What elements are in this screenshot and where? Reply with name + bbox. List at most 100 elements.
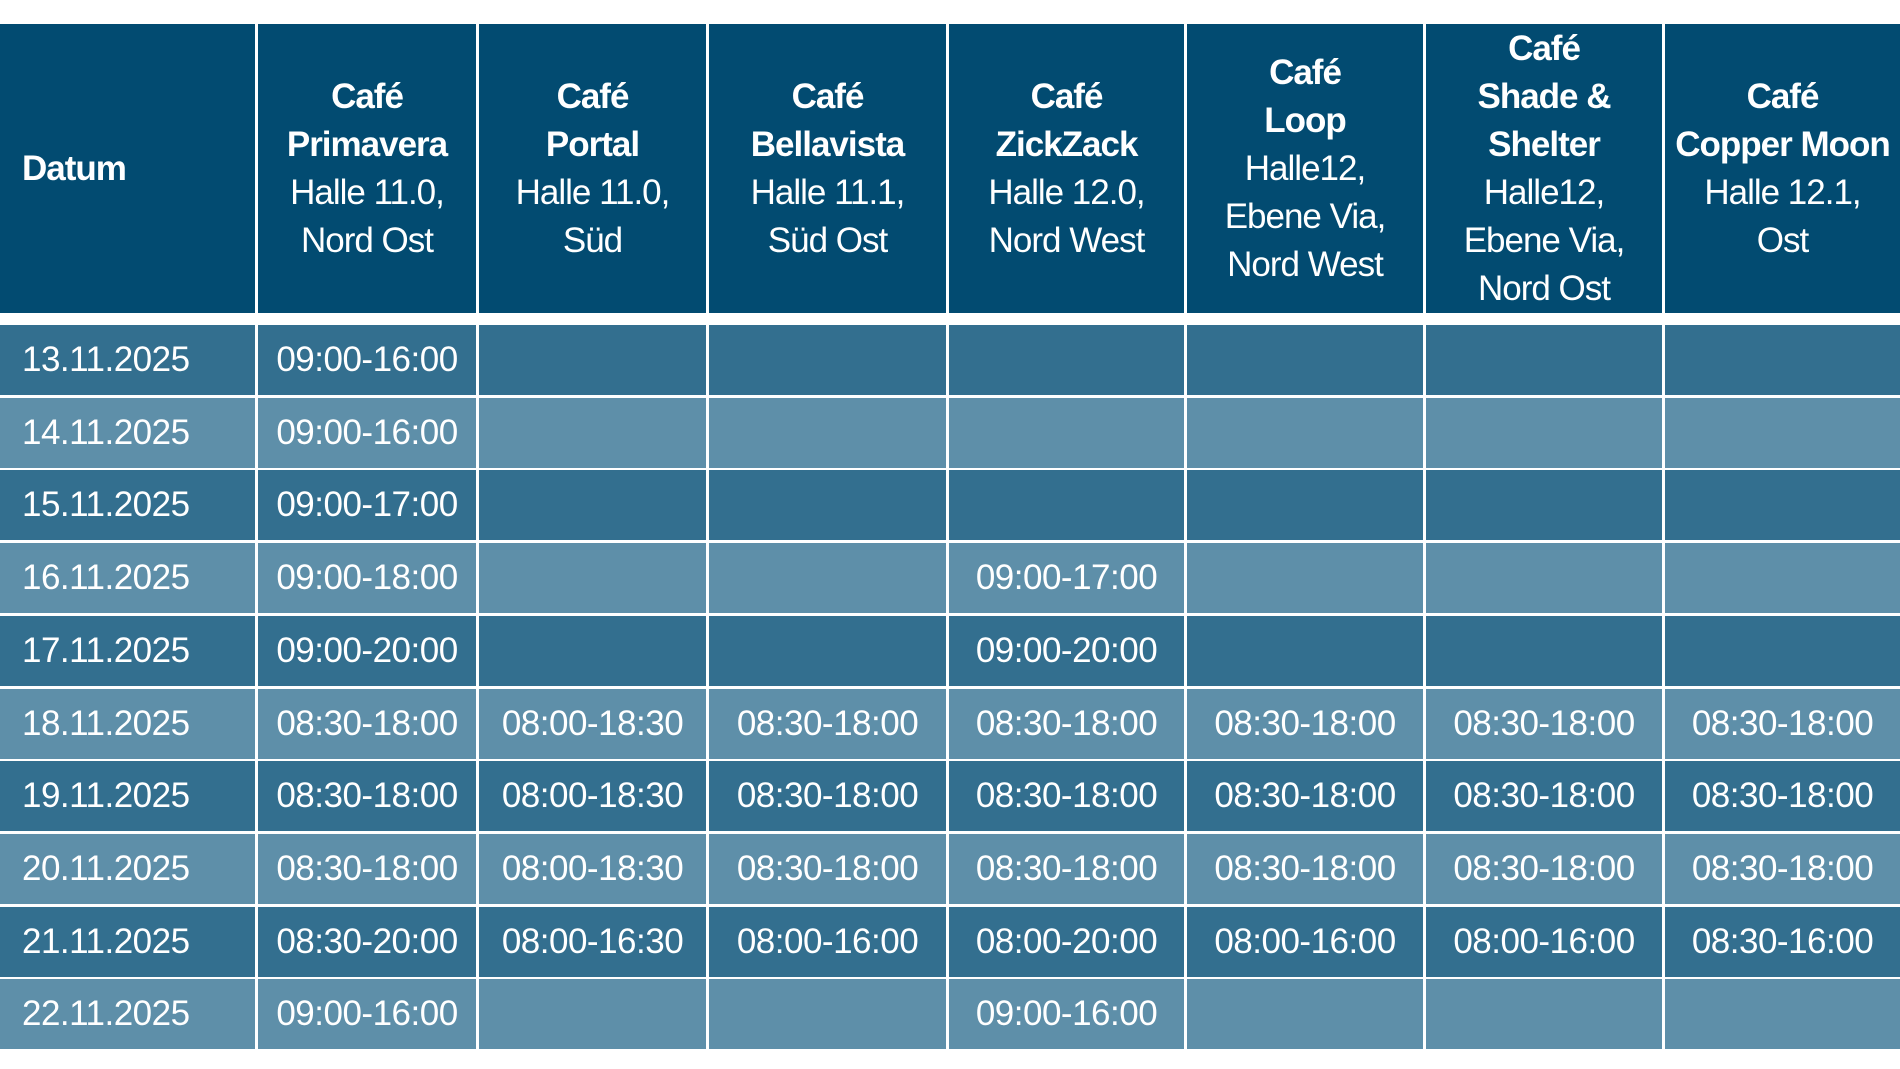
cafe-location-line: Ebene Via, [1463, 220, 1626, 260]
cafe-location-line: Halle 12.0, [988, 172, 1145, 212]
hours-cell [1426, 325, 1665, 395]
hours-cell [1426, 615, 1665, 686]
cafe-name-line: Café [791, 76, 865, 116]
hours-cell [1665, 470, 1900, 541]
hours-cell: 08:30-18:00 [1426, 833, 1665, 904]
hours-cell: 08:30-18:00 [1426, 761, 1665, 832]
header-datum: Datum [0, 24, 258, 313]
hours-cell [1665, 325, 1900, 395]
hours-cell: 08:30-18:00 [709, 761, 949, 832]
hours-cell: 08:30-20:00 [258, 906, 479, 977]
hours-cell: 08:30-18:00 [1187, 833, 1426, 904]
hours-cell: 09:00-16:00 [949, 979, 1187, 1050]
table-row: 13.11.2025 09:00-16:00 [0, 325, 1900, 395]
hours-cell: 08:00-18:30 [479, 761, 709, 832]
hours-cell: 08:30-18:00 [1665, 833, 1900, 904]
cafe-name-line: Loop [1264, 100, 1347, 140]
table-row: 15.11.2025 09:00-17:00 [0, 470, 1900, 541]
cafe-name-line: Copper Moon [1675, 124, 1891, 164]
header-cafe: Café Primavera Halle 11.0, Nord Ost [258, 24, 479, 313]
date-cell: 14.11.2025 [0, 397, 258, 468]
hours-cell [1426, 543, 1665, 614]
cafe-location-line: Nord Ost [300, 220, 434, 260]
table-row: 21.11.2025 08:30-20:00 08:00-16:30 08:00-16… [0, 906, 1900, 977]
cafe-location-line: Halle12, [1483, 172, 1605, 212]
cafe-name-line: Portal [545, 124, 640, 164]
hours-cell: 09:00-16:00 [258, 979, 479, 1050]
hours-cell: 08:30-16:00 [1665, 906, 1900, 977]
cafe-location-line: Halle 11.0, [515, 172, 671, 212]
hours-cell [709, 615, 949, 686]
hours-cell [709, 543, 949, 614]
cafe-location-line: Süd [562, 220, 623, 260]
table-row: 17.11.2025 09:00-20:00 09:00-20:00 [0, 615, 1900, 686]
hours-cell [1665, 543, 1900, 614]
cafe-name-line: Primavera [286, 124, 448, 164]
hours-cell [949, 470, 1187, 541]
cafe-name-line: Café [1508, 28, 1581, 68]
date-cell: 17.11.2025 [0, 615, 258, 686]
hours-cell: 08:00-20:00 [949, 906, 1187, 977]
hours-cell [709, 325, 949, 395]
table-row: 16.11.2025 09:00-18:00 09:00-17:00 [0, 543, 1900, 614]
hours-cell [709, 397, 949, 468]
hours-cell: 08:30-18:00 [1187, 761, 1426, 832]
hours-cell: 08:00-16:30 [479, 906, 709, 977]
hours-cell [949, 325, 1187, 395]
hours-cell [479, 470, 709, 541]
cafe-name-line: Café [1269, 52, 1342, 92]
cafe-location-line: Halle 12.1, [1704, 172, 1861, 212]
hours-cell [1187, 543, 1426, 614]
hours-cell: 08:00-18:30 [479, 688, 709, 759]
hours-cell: 08:00-16:00 [1187, 906, 1426, 977]
hours-cell [1187, 325, 1426, 395]
table-row: 20.11.2025 08:30-18:00 08:00-18:30 08:30-18… [0, 833, 1900, 904]
hours-cell [1665, 979, 1900, 1050]
hours-cell: 09:00-17:00 [258, 470, 479, 541]
hours-cell [479, 543, 709, 614]
hours-cell: 08:30-18:00 [949, 688, 1187, 759]
cafe-name-line: Café [331, 76, 404, 116]
cafe-location-line: Nord Ost [1477, 268, 1611, 308]
hours-cell [1426, 979, 1665, 1050]
cafe-name-line: ZickZack [995, 124, 1139, 164]
hours-cell: 08:30-18:00 [949, 761, 1187, 832]
header-cafe: Café Copper Moon Halle 12.1, Ost [1665, 24, 1900, 313]
hours-cell: 08:30-18:00 [1426, 688, 1665, 759]
hours-cell: 08:30-18:00 [1665, 688, 1900, 759]
hours-cell [479, 397, 709, 468]
hours-cell [1187, 397, 1426, 468]
hours-cell: 08:30-18:00 [1187, 688, 1426, 759]
hours-cell: 08:30-18:00 [258, 688, 479, 759]
date-cell: 19.11.2025 [0, 761, 258, 832]
cafe-name-line: Bellavista [750, 124, 905, 164]
hours-cell: 09:00-17:00 [949, 543, 1187, 614]
table-row: 18.11.2025 08:30-18:00 08:00-18:30 08:30-18… [0, 688, 1900, 759]
cafe-name-line: Café [1746, 76, 1820, 116]
hours-cell: 08:30-18:00 [709, 833, 949, 904]
hours-cell [709, 979, 949, 1050]
hours-cell: 09:00-16:00 [258, 325, 479, 395]
hours-cell [1187, 615, 1426, 686]
hours-cell: 08:30-18:00 [949, 833, 1187, 904]
cafe-location-line: Ost [1756, 220, 1809, 260]
cafe-name-line: Café [1030, 76, 1104, 116]
cafe-location-line: Halle 11.0, [290, 172, 445, 212]
hours-cell [479, 979, 709, 1050]
hours-cell: 08:30-18:00 [709, 688, 949, 759]
hours-cell [709, 470, 949, 541]
header-cafe: Café Bellavista Halle 11.1, Süd Ost [709, 24, 949, 313]
hours-cell: 08:00-16:00 [709, 906, 949, 977]
header-cafe: Café Portal Halle 11.0, Süd [479, 24, 709, 313]
table-row: 22.11.2025 09:00-16:00 09:00-16:00 [0, 979, 1900, 1050]
header-cafe: Café ZickZack Halle 12.0, Nord West [949, 24, 1187, 313]
hours-cell [479, 615, 709, 686]
table-row: 19.11.2025 08:30-18:00 08:00-18:30 08:30-18… [0, 761, 1900, 832]
hours-cell: 08:00-16:00 [1426, 906, 1665, 977]
hours-cell: 08:30-18:00 [1665, 761, 1900, 832]
cafe-location-line: Halle12, [1244, 148, 1366, 188]
hours-cell [1187, 470, 1426, 541]
cafe-name-line: Shelter [1488, 124, 1601, 164]
cafe-location-line: Nord West [988, 220, 1146, 260]
hours-cell [1665, 397, 1900, 468]
